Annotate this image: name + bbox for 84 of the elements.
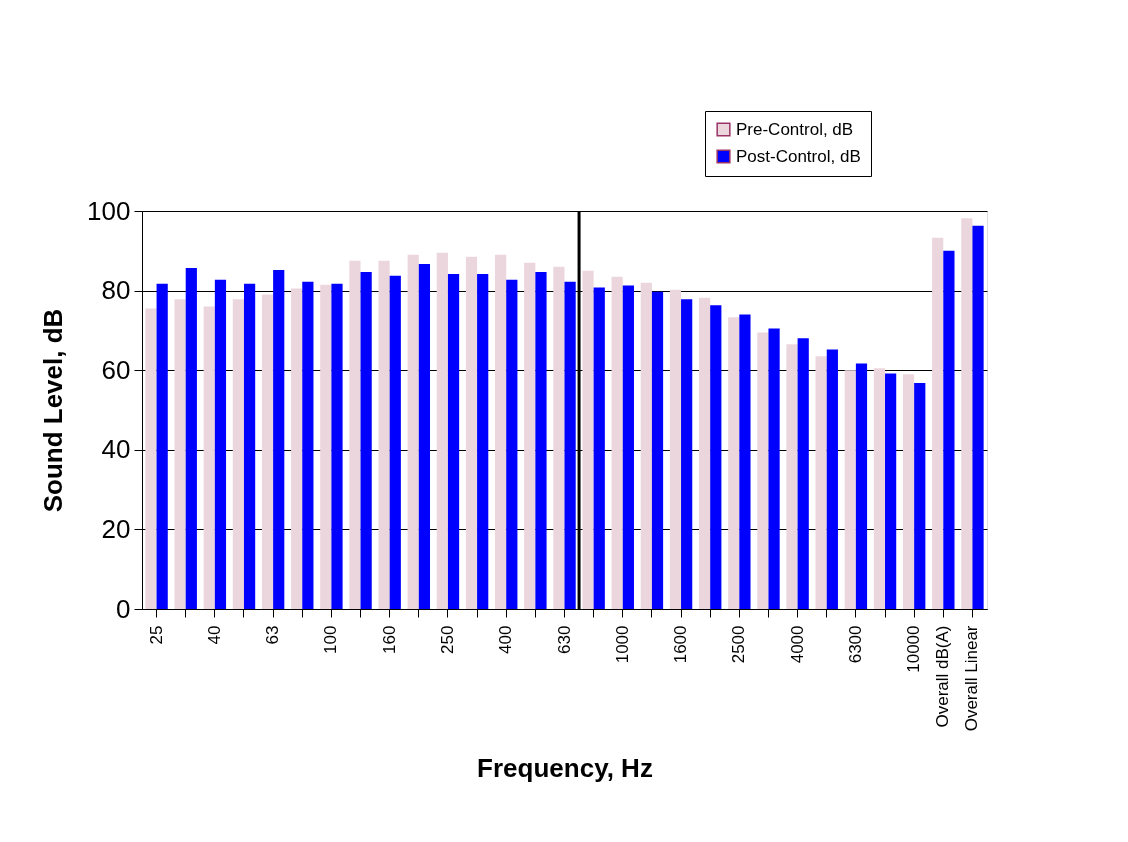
bar — [145, 308, 157, 609]
bar — [844, 370, 856, 609]
bar — [156, 283, 168, 609]
bar — [564, 281, 576, 609]
bar — [914, 382, 926, 609]
bar — [826, 349, 838, 609]
bar — [495, 254, 507, 609]
bar — [710, 305, 722, 609]
bar — [302, 281, 314, 609]
x-tick-label: Overall dB(A) — [933, 625, 953, 728]
bar — [873, 368, 886, 609]
legend-label: Post-Control, dB — [736, 146, 861, 166]
bar — [698, 297, 711, 609]
y-tick-label: 40 — [101, 434, 131, 465]
bar — [389, 275, 401, 609]
bar — [786, 344, 798, 609]
bar — [360, 271, 372, 609]
bar — [174, 299, 186, 609]
bar — [757, 332, 769, 609]
x-tick-label: 2500 — [729, 625, 749, 664]
bar — [185, 267, 197, 609]
x-tick-label: 25 — [146, 625, 166, 645]
x-tick-label: 1600 — [671, 625, 691, 664]
bar — [815, 356, 827, 609]
x-tick-label: 400 — [496, 625, 516, 654]
bar — [214, 279, 227, 609]
bar — [582, 270, 594, 609]
y-axis-title: Sound Level, dB — [38, 308, 69, 513]
bar — [378, 260, 390, 609]
bar — [407, 254, 419, 609]
bar — [943, 250, 955, 609]
bar — [447, 273, 460, 609]
bar — [261, 294, 274, 609]
x-tick-label: 6300 — [845, 625, 865, 664]
bar — [768, 328, 780, 609]
x-tick-label: 250 — [437, 625, 457, 654]
bar — [553, 266, 565, 609]
bar — [465, 256, 478, 609]
bar — [622, 285, 634, 609]
y-tick-label: 20 — [101, 513, 131, 544]
x-tick-label: 100 — [321, 625, 341, 654]
bar — [902, 374, 915, 609]
legend-label: Pre-Control, dB — [736, 119, 854, 139]
bar — [477, 273, 489, 609]
bar — [436, 252, 448, 609]
bar — [728, 317, 740, 609]
bar — [331, 283, 343, 609]
bar — [243, 283, 256, 609]
bar — [320, 284, 332, 609]
bar — [797, 338, 809, 609]
x-tick-label: Overall Linear — [962, 625, 982, 732]
bar — [203, 306, 215, 609]
x-tick-label: 630 — [554, 625, 574, 654]
x-axis-title: Frequency, Hz — [477, 753, 653, 784]
bar — [611, 276, 623, 609]
bar — [593, 287, 605, 609]
x-tick-label: 1000 — [612, 625, 632, 664]
bar — [273, 269, 285, 609]
bar — [232, 299, 244, 609]
bar — [524, 262, 536, 609]
bar — [681, 299, 693, 609]
y-tick-label: 80 — [101, 275, 131, 306]
x-tick-label: 4000 — [787, 625, 807, 664]
bar — [961, 218, 973, 609]
bar — [972, 225, 984, 609]
bar — [418, 263, 431, 609]
y-tick-label: 0 — [116, 593, 131, 624]
bar — [932, 237, 944, 609]
x-tick-label: 10000 — [904, 625, 924, 673]
y-tick-label: 100 — [87, 195, 131, 226]
bar — [885, 373, 897, 609]
bar — [535, 271, 547, 609]
x-tick-label: 40 — [204, 625, 224, 645]
y-tick-label: 60 — [101, 354, 131, 385]
bar — [506, 279, 518, 609]
bar — [651, 291, 664, 609]
bar — [669, 289, 682, 609]
bar — [739, 314, 751, 609]
x-tick-label: 160 — [379, 625, 399, 654]
bar — [291, 288, 303, 609]
bar — [640, 282, 652, 609]
x-tick-label: 63 — [263, 625, 283, 645]
bar — [855, 363, 868, 609]
bar — [349, 260, 361, 609]
